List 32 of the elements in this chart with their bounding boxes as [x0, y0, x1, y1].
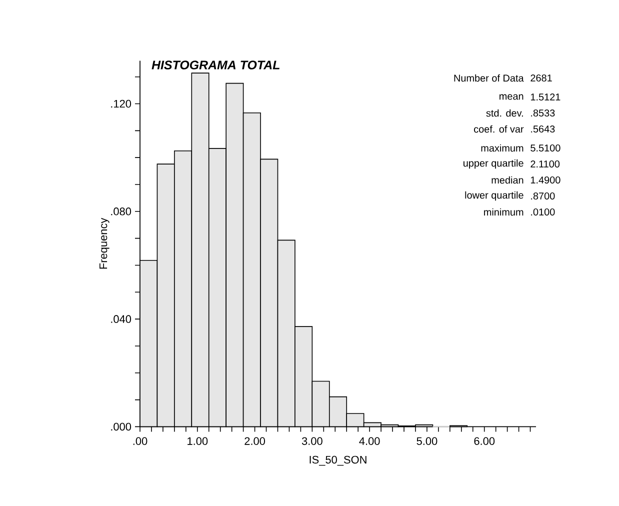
annotation: upper quartile — [464, 159, 524, 169]
y-tick-label: .040 — [111, 315, 132, 323]
annotation: minimum — [484, 208, 524, 216]
annotation: .5643 — [531, 125, 555, 133]
annotation: median — [492, 176, 524, 184]
x-tick-label: .00 — [133, 437, 148, 445]
annotation: maximum — [481, 144, 524, 152]
x-tick-label: 5.00 — [416, 437, 438, 445]
x-tick-label: 3.00 — [302, 437, 322, 445]
annotation: lower quartile — [465, 191, 524, 201]
annotation: coef. of var — [474, 125, 524, 133]
chart-title: HISTOGRAMA TOTAL — [152, 60, 280, 70]
x-tick-label: 1.00 — [188, 437, 208, 445]
y-tick-label: .120 — [111, 100, 132, 108]
annotation: .0100 — [531, 208, 555, 216]
annotation: std. dev. — [486, 109, 523, 117]
y-tick-label: .080 — [111, 208, 132, 216]
annotation: 2.1100 — [530, 160, 560, 168]
y-axis-title: Frequency — [100, 218, 110, 269]
annotation: mean — [500, 94, 524, 100]
x-axis-title: IS_50_SON — [310, 456, 366, 466]
annotation: 5.5100 — [530, 144, 560, 152]
annotation: .8533 — [531, 109, 555, 117]
x-tick-label: 2.00 — [244, 437, 266, 445]
annotation: 1.5121 — [530, 93, 560, 101]
annotation: 1.4900 — [530, 176, 560, 184]
x-tick-label: 4.00 — [359, 437, 380, 445]
x-tick-label: 6.00 — [474, 437, 495, 445]
annotation: .8700 — [531, 192, 555, 200]
annotation: 2681 — [530, 74, 552, 82]
y-tick-label: .000 — [111, 422, 132, 431]
annotation: Number of Data — [454, 74, 524, 82]
